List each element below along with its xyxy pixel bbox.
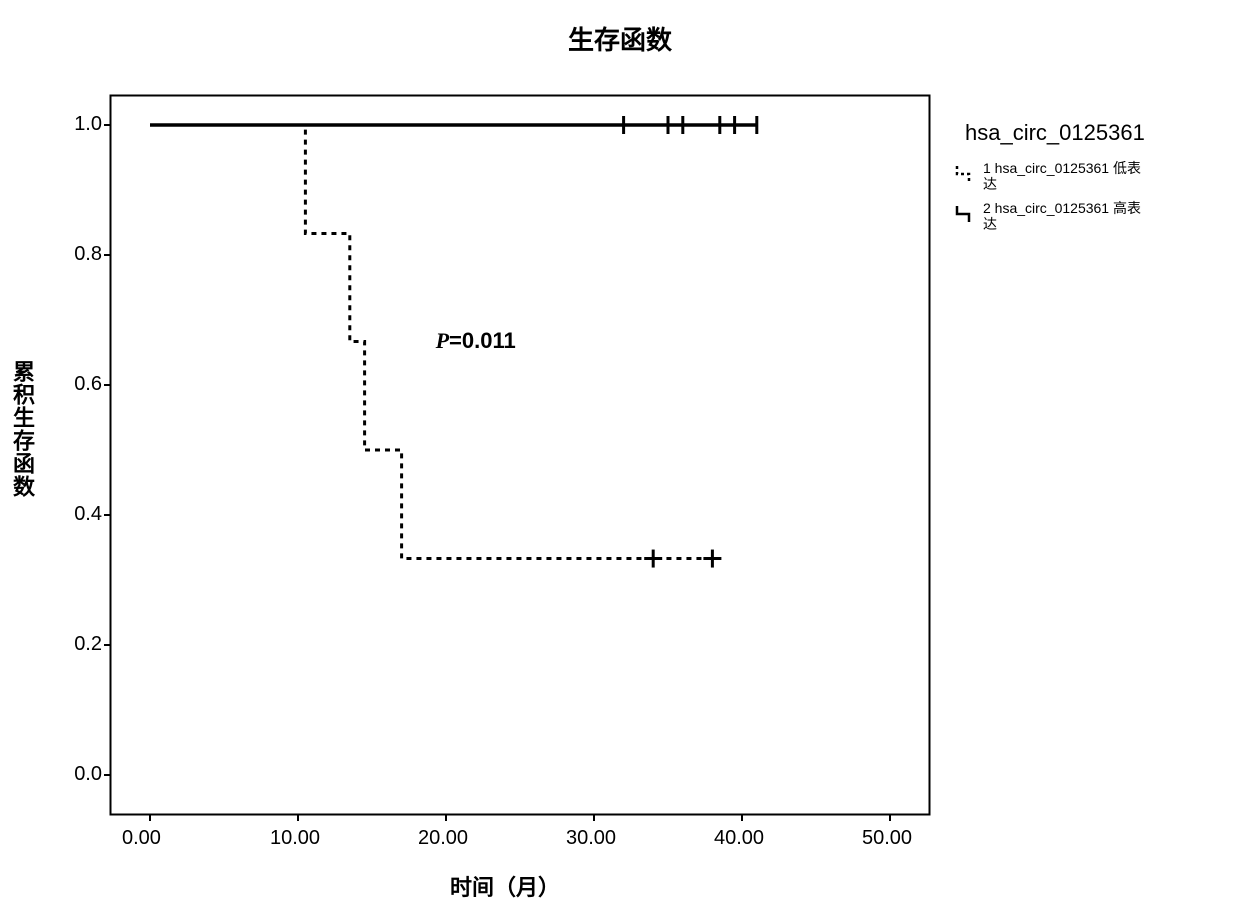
y-tick-label: 0.0: [68, 763, 102, 786]
y-axis-label: 累积生存函数: [12, 361, 36, 500]
x-tick-label: 30.00: [566, 827, 616, 850]
survival-plot-svg: [110, 95, 930, 815]
y-tick-label: 1.0: [68, 113, 102, 136]
p-value-annotation: P=0.011: [436, 328, 516, 354]
legend-item: 2 hsa_circ_0125361 高表达: [983, 200, 1183, 232]
x-axis-label: 时间（月）: [450, 870, 560, 902]
x-tick-label: 40.00: [714, 827, 764, 850]
y-tick-label: 0.4: [68, 503, 102, 526]
x-tick-label: 20.00: [418, 827, 468, 850]
x-tick-label: 50.00: [862, 827, 912, 850]
x-tick-label: 0.00: [122, 827, 161, 850]
y-tick-label: 0.2: [68, 633, 102, 656]
legend-swatch-icon: [955, 162, 981, 182]
y-tick-label: 0.6: [68, 373, 102, 396]
x-tick-label: 10.00: [270, 827, 320, 850]
chart-title: 生存函数: [0, 20, 1240, 57]
plot-area: [110, 95, 930, 820]
legend-item: 1 hsa_circ_0125361 低表达: [983, 160, 1183, 192]
legend-swatch-icon: [955, 202, 981, 222]
y-tick-label: 0.8: [68, 243, 102, 266]
legend-title: hsa_circ_0125361: [965, 120, 1145, 146]
chart-container: 生存函数 累积生存函数 时间（月） 0.00 10.00 20.00 30.00 40.…: [0, 0, 1240, 919]
